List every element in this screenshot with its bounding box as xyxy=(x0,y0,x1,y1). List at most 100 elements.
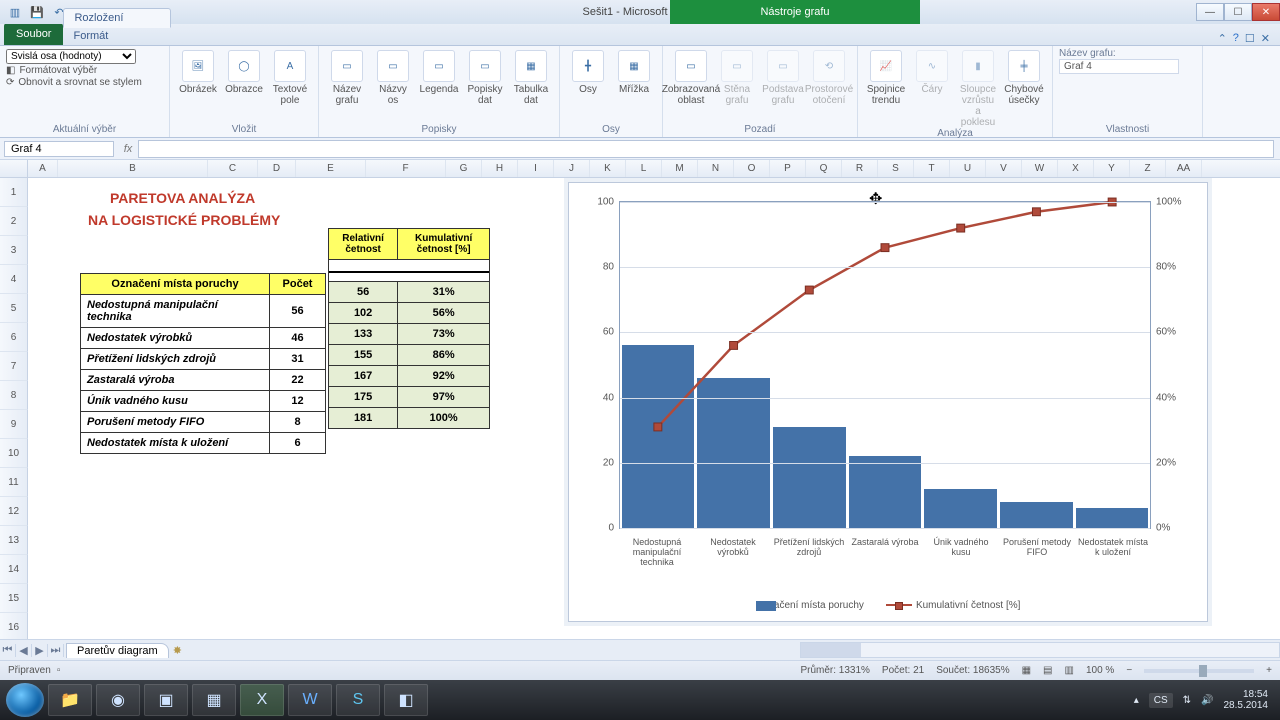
row-header[interactable]: 16 xyxy=(0,613,28,639)
sheet-nav-prev[interactable]: ◀ xyxy=(16,644,32,657)
insert-textbox-button[interactable]: ATextové pole xyxy=(268,48,312,106)
zoom-out-button[interactable]: − xyxy=(1126,665,1132,676)
column-header[interactable]: AA xyxy=(1166,160,1202,177)
column-header[interactable]: W xyxy=(1022,160,1058,177)
plot-area[interactable]: 0204060801000%20%40%60%80%100% xyxy=(619,201,1151,529)
zoom-level[interactable]: 100 % xyxy=(1086,665,1114,676)
view-pagebreak-icon[interactable]: ▥ xyxy=(1065,665,1074,676)
sheet-nav-last[interactable]: ⏭ xyxy=(48,644,64,657)
column-header[interactable]: S xyxy=(878,160,914,177)
zoom-slider[interactable] xyxy=(1144,669,1254,673)
column-header[interactable]: K xyxy=(590,160,626,177)
taskbar-chrome-icon[interactable]: ◉ xyxy=(96,684,140,716)
row-header[interactable]: 11 xyxy=(0,468,28,497)
column-header[interactable]: T xyxy=(914,160,950,177)
row-header[interactable]: 14 xyxy=(0,555,28,584)
view-layout-icon[interactable]: ▤ xyxy=(1043,665,1052,676)
column-header[interactable]: X xyxy=(1058,160,1094,177)
column-header[interactable]: P xyxy=(770,160,806,177)
column-header[interactable]: H xyxy=(482,160,518,177)
tray-volume-icon[interactable]: 🔊 xyxy=(1201,695,1213,706)
fx-icon[interactable]: fx xyxy=(118,143,138,155)
row-header[interactable]: 15 xyxy=(0,584,28,613)
row-header[interactable]: 9 xyxy=(0,410,28,439)
row-header[interactable]: 7 xyxy=(0,352,28,381)
ribbon-tab[interactable]: Rozložení xyxy=(63,8,170,28)
row-header[interactable]: 6 xyxy=(0,323,28,352)
sheet-nav-first[interactable]: ⏮ xyxy=(0,644,16,657)
column-header[interactable]: E xyxy=(296,160,366,177)
new-sheet-button[interactable]: ✸ xyxy=(173,644,182,657)
taskbar-excel-icon[interactable]: X xyxy=(240,684,284,716)
column-header[interactable]: J xyxy=(554,160,590,177)
row-header[interactable]: 12 xyxy=(0,497,28,526)
gridlines-button[interactable]: ▦Mřížka xyxy=(612,48,656,95)
column-header[interactable]: B xyxy=(58,160,208,177)
row-header[interactable]: 4 xyxy=(0,265,28,294)
legend-button[interactable]: ▭Legenda xyxy=(417,48,461,95)
error-bars-button[interactable]: ╪Chybové úsečky xyxy=(1002,48,1046,106)
name-box[interactable]: Graf 4 xyxy=(4,141,114,157)
column-header[interactable]: R xyxy=(842,160,878,177)
tray-clock[interactable]: 18:5428.5.2014 xyxy=(1224,689,1269,711)
taskbar-word-icon[interactable]: W xyxy=(288,684,332,716)
taskbar-folder-icon[interactable]: ▣ xyxy=(144,684,188,716)
taskbar-explorer-icon[interactable]: 📁 xyxy=(48,684,92,716)
pareto-chart[interactable]: ✥ 0204060801000%20%40%60%80%100% Nedostu… xyxy=(568,182,1208,622)
window-restore-icon[interactable]: ☐ xyxy=(1245,32,1255,45)
zoom-in-button[interactable]: + xyxy=(1266,665,1272,676)
insert-shapes-button[interactable]: ◯Obrazce xyxy=(222,48,266,95)
window-close-icon[interactable]: ✕ xyxy=(1261,32,1270,45)
row-header[interactable]: 2 xyxy=(0,207,28,236)
tray-network-icon[interactable]: ⇅ xyxy=(1183,695,1191,706)
format-selection-button[interactable]: Formátovat výběr xyxy=(19,65,97,76)
row-header[interactable]: 5 xyxy=(0,294,28,323)
chart-title-button[interactable]: ▭Název grafu xyxy=(325,48,369,106)
macro-record-icon[interactable]: ▫ xyxy=(57,665,61,676)
tray-chevron-icon[interactable]: ▴ xyxy=(1134,695,1139,706)
column-header[interactable]: F xyxy=(366,160,446,177)
plot-area-button[interactable]: ▭Zobrazovaná oblast xyxy=(669,48,713,106)
file-tab[interactable]: Soubor xyxy=(4,23,63,45)
column-header[interactable]: M xyxy=(662,160,698,177)
column-header[interactable]: U xyxy=(950,160,986,177)
chart-element-selector[interactable]: Svislá osa (hodnoty) xyxy=(6,49,136,64)
row-header[interactable]: 13 xyxy=(0,526,28,555)
insert-picture-button[interactable]: 🖼Obrázek xyxy=(176,48,220,95)
worksheet-area[interactable]: ABCDEFGHIJKLMNOPQRSTUVWXYZAA 12345678910… xyxy=(0,160,1280,639)
view-normal-icon[interactable]: ▦ xyxy=(1022,665,1031,676)
save-icon[interactable]: 💾 xyxy=(28,3,46,21)
taskbar-skype-icon[interactable]: S xyxy=(336,684,380,716)
column-header[interactable]: O xyxy=(734,160,770,177)
row-header[interactable]: 8 xyxy=(0,381,28,410)
close-button[interactable]: ✕ xyxy=(1252,3,1280,21)
taskbar-app2-icon[interactable]: ◧ xyxy=(384,684,428,716)
help-icon[interactable]: ? xyxy=(1233,32,1239,45)
start-button[interactable] xyxy=(6,683,44,717)
sheet-nav-next[interactable]: ▶ xyxy=(32,644,48,657)
column-header[interactable]: A xyxy=(28,160,58,177)
taskbar-app-icon[interactable]: ▦ xyxy=(192,684,236,716)
column-header[interactable]: L xyxy=(626,160,662,177)
column-header[interactable]: N xyxy=(698,160,734,177)
column-header[interactable]: Y xyxy=(1094,160,1130,177)
axis-titles-button[interactable]: ▭Názvy os xyxy=(371,48,415,106)
formula-input[interactable] xyxy=(138,140,1274,158)
horizontal-scrollbar[interactable] xyxy=(800,642,1280,658)
column-header[interactable]: D xyxy=(258,160,296,177)
row-header[interactable]: 10 xyxy=(0,439,28,468)
cells[interactable]: PARETOVA ANALÝZA NA LOGISTICKÉ PROBLÉMY … xyxy=(28,178,1280,639)
column-header[interactable]: I xyxy=(518,160,554,177)
trendline-button[interactable]: 📈Spojnice trendu xyxy=(864,48,908,106)
row-header[interactable]: 3 xyxy=(0,236,28,265)
data-labels-button[interactable]: ▭Popisky dat xyxy=(463,48,507,106)
column-header[interactable]: Z xyxy=(1130,160,1166,177)
maximize-button[interactable]: ☐ xyxy=(1224,3,1252,21)
data-table-button[interactable]: ▦Tabulka dat xyxy=(509,48,553,106)
column-header[interactable]: V xyxy=(986,160,1022,177)
sheet-tab-active[interactable]: Paretův diagram xyxy=(66,643,169,658)
row-header[interactable]: 1 xyxy=(0,178,28,207)
axes-button[interactable]: ╋Osy xyxy=(566,48,610,95)
tray-language[interactable]: CS xyxy=(1149,693,1173,708)
minimize-button[interactable]: — xyxy=(1196,3,1224,21)
